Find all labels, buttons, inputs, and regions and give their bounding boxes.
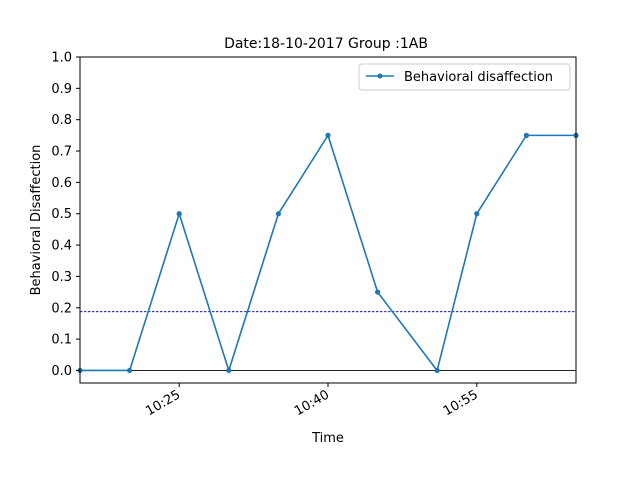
data-point (474, 211, 480, 217)
y-tick-label: 1.0 (51, 51, 72, 66)
y-tick-label: 0.1 (51, 333, 72, 348)
data-point (176, 211, 182, 217)
y-axis: 0.0 0.1 0.2 0.3 0.4 0.5 0.6 0.7 0.8 0.9 1.0 (51, 51, 80, 379)
x-axis-label: Time (311, 431, 344, 446)
y-tick-label: 0.6 (51, 176, 72, 191)
data-point (226, 367, 232, 374)
y-tick-label: 0.2 (51, 301, 72, 316)
y-tick-label: 0.4 (51, 239, 72, 254)
y-tick-label: 0.0 (51, 364, 72, 379)
data-point (523, 132, 530, 138)
data-point (375, 289, 381, 295)
reference-lines (80, 311, 576, 371)
y-tick-label: 0.5 (51, 207, 72, 222)
data-point (127, 367, 133, 374)
y-axis-label: Behavioral Disaffection (29, 145, 44, 296)
legend-label: Behavioral disaffection (404, 70, 553, 85)
legend-box (358, 63, 571, 91)
series-layer (77, 132, 579, 374)
y-tick-label: 0.7 (51, 145, 72, 160)
legend-marker-swatch (377, 73, 383, 79)
data-point (325, 132, 331, 138)
y-tick-label: 0.9 (51, 82, 72, 97)
legend: Behavioral disaffection (358, 63, 571, 91)
data-point (434, 367, 440, 374)
y-tick-label: 0.8 (51, 113, 72, 128)
y-tick-label: 0.3 (51, 270, 72, 285)
data-point (275, 211, 281, 217)
chart-title: Date:18-10-2017 Group :1AB (224, 36, 428, 52)
